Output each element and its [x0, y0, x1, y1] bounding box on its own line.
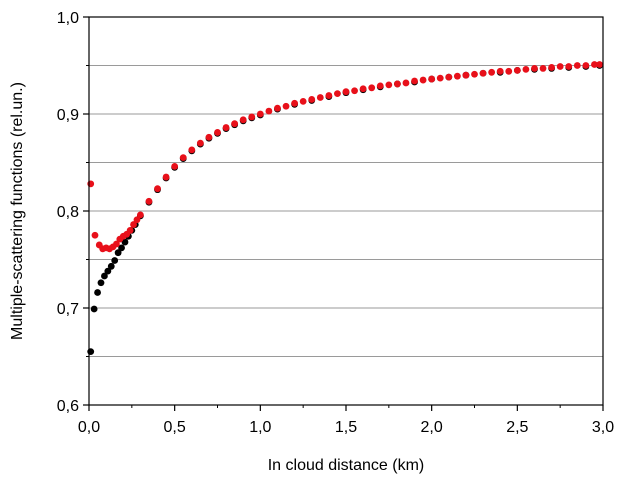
data-point-series-2 — [231, 120, 239, 128]
data-point-series-2 — [505, 67, 513, 75]
data-point-series-2 — [556, 63, 564, 70]
data-point-series-2 — [334, 90, 341, 98]
data-point-series-2 — [222, 124, 230, 131]
data-point-series-2 — [359, 85, 367, 93]
data-points — [87, 61, 603, 356]
x-axis-title: In cloud distance (km) — [268, 457, 425, 474]
x-tick-label: 2,0 — [421, 419, 443, 436]
data-point-series-2 — [188, 146, 196, 154]
grid-lines — [89, 65, 603, 357]
data-point-series-2 — [488, 68, 496, 76]
data-point-series-2 — [316, 94, 324, 101]
data-point-series-2 — [137, 211, 144, 219]
y-axis-title: Multiple-scattering functions (rel.un.) — [9, 82, 26, 340]
x-tick-label: 0,5 — [164, 419, 186, 436]
data-point-series-2 — [130, 221, 137, 228]
data-point-series-2 — [376, 82, 384, 90]
data-point-series-1 — [97, 279, 105, 287]
data-point-series-2 — [531, 65, 538, 72]
data-point-series-2 — [179, 154, 187, 162]
data-point-series-2 — [299, 97, 307, 105]
data-point-series-2 — [239, 116, 247, 124]
data-point-series-2 — [453, 72, 461, 80]
data-point-series-2 — [205, 133, 213, 141]
x-tick-label: 3,0 — [592, 419, 614, 436]
y-tick-label: 0,8 — [57, 204, 79, 221]
axis-ticks: 0,0 0,5 1,0 1,5 2,0 2,5 3,0 0,6 0,7 0,8 0,9 1,0 — [57, 10, 614, 436]
data-point-series-2 — [582, 62, 590, 69]
data-point-series-2 — [428, 75, 436, 83]
data-point-series-2 — [565, 63, 573, 70]
data-point-series-2 — [282, 102, 290, 110]
data-point-series-2 — [419, 76, 427, 84]
data-point-series-2 — [133, 216, 141, 224]
data-point-series-2 — [368, 84, 376, 92]
data-point-series-2 — [126, 227, 134, 234]
data-point-series-2 — [325, 92, 333, 99]
x-tick-label: 1,0 — [249, 419, 271, 436]
x-tick-label: 1,5 — [335, 419, 357, 436]
data-point-series-2 — [385, 81, 393, 89]
data-point-series-1 — [104, 267, 112, 275]
data-point-series-2 — [539, 65, 547, 72]
data-point-series-2 — [171, 162, 179, 170]
data-point-series-1 — [121, 238, 129, 246]
y-tick-label: 0,9 — [57, 107, 79, 124]
data-point-series-2 — [87, 180, 95, 188]
data-point-series-2 — [113, 240, 120, 248]
data-point-series-1 — [94, 289, 101, 296]
data-point-series-2 — [248, 113, 256, 121]
data-point-series-2 — [522, 65, 530, 73]
data-point-series-1 — [101, 272, 108, 280]
data-point-series-2 — [479, 69, 487, 77]
y-tick-label: 0,6 — [57, 398, 79, 415]
data-point-series-2 — [471, 70, 478, 78]
data-point-series-1 — [118, 244, 125, 252]
data-point-series-2 — [496, 67, 504, 75]
data-point-series-2 — [351, 87, 358, 95]
data-point-series-2 — [214, 129, 221, 136]
data-point-series-2 — [145, 197, 153, 205]
y-tick-label: 0,7 — [57, 301, 79, 318]
data-point-series-2 — [596, 61, 603, 68]
data-point-series-2 — [308, 96, 316, 103]
data-point-series-1 — [107, 262, 115, 270]
data-point-series-2 — [154, 185, 161, 193]
data-point-series-1 — [87, 348, 95, 356]
data-point-series-2 — [91, 231, 99, 239]
x-tick-label: 0,0 — [78, 419, 100, 436]
x-tick-label: 2,5 — [506, 419, 528, 436]
data-point-series-2 — [256, 110, 264, 118]
data-point-series-2 — [591, 61, 598, 68]
data-point-series-2 — [462, 71, 470, 79]
data-point-series-2 — [573, 62, 581, 69]
data-point-series-2 — [411, 77, 418, 85]
data-point-series-1 — [90, 305, 98, 313]
y-tick-label: 1,0 — [57, 10, 79, 27]
data-point-series-2 — [291, 99, 298, 107]
data-point-series-1 — [111, 257, 119, 264]
data-point-series-2 — [342, 88, 350, 96]
data-point-series-2 — [265, 107, 273, 115]
data-point-series-2 — [274, 104, 281, 112]
data-point-series-2 — [445, 73, 453, 81]
data-point-series-2 — [513, 66, 521, 74]
data-point-series-2 — [402, 79, 410, 87]
data-point-series-2 — [394, 80, 401, 88]
data-point-series-2 — [436, 74, 444, 82]
data-point-series-2 — [548, 64, 555, 71]
data-point-series-1 — [114, 249, 122, 257]
data-point-series-2 — [196, 139, 204, 147]
data-point-series-2 — [162, 173, 170, 181]
